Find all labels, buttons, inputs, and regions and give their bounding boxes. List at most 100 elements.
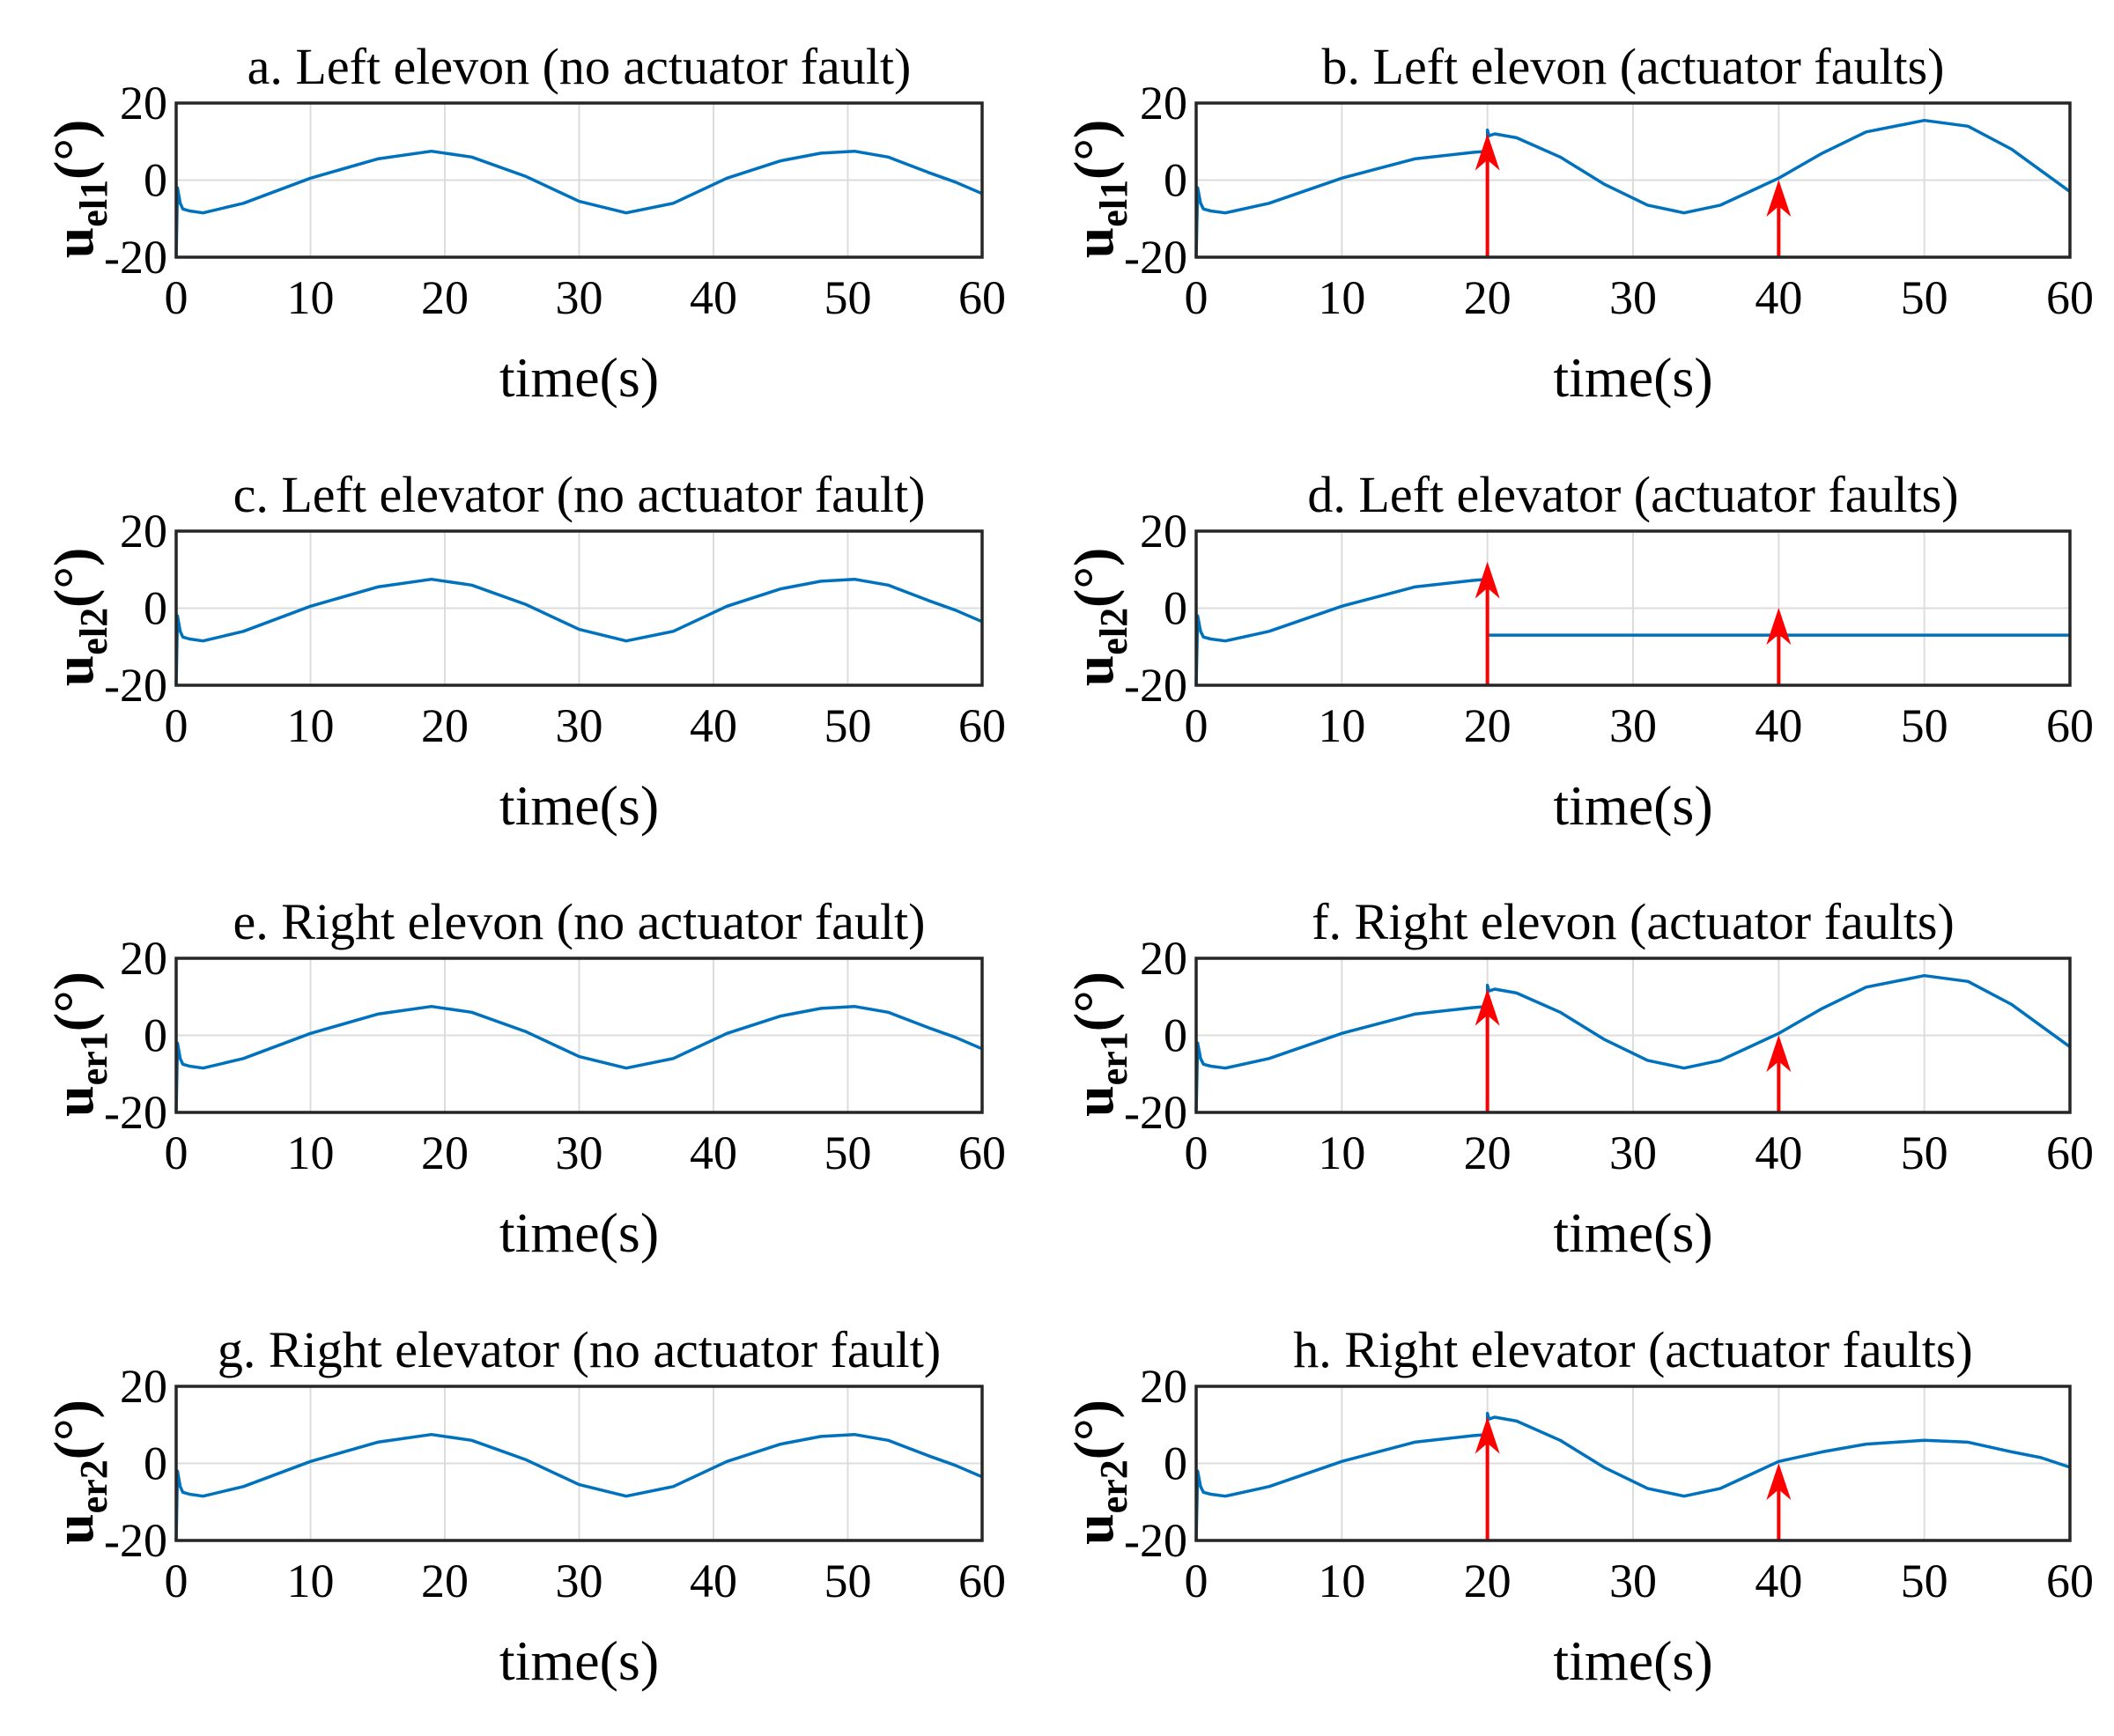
y-axis-label: uel2(°) — [42, 548, 115, 687]
series-line-u_er1 — [1194, 973, 2072, 1113]
x-tick-label: 40 — [690, 271, 737, 324]
x-tick-label: 40 — [690, 1127, 737, 1179]
axes-frame — [1194, 101, 2072, 259]
x-tick-label: 40 — [1755, 1555, 1802, 1607]
panel-title: b. Left elevon (actuator faults) — [1322, 38, 1945, 95]
y-tick-label: 0 — [144, 1437, 167, 1490]
axes-frame — [174, 101, 984, 259]
axes-frame — [174, 1385, 984, 1542]
x-tick-label: 50 — [824, 699, 872, 752]
x-tick-label: 30 — [556, 1555, 603, 1607]
x-tick-label: 30 — [556, 699, 603, 752]
x-tick-label: 20 — [1464, 1127, 1512, 1179]
x-tick-label: 20 — [421, 1555, 469, 1607]
x-axis-label: time(s) — [499, 1629, 659, 1692]
fault-arrow-head — [1475, 988, 1500, 1026]
fault-arrow — [1475, 988, 1500, 1112]
y-axis-label: uel1(°) — [42, 120, 115, 259]
x-tick-label: 20 — [421, 699, 469, 752]
y-tick-label: 0 — [1164, 1009, 1187, 1062]
y-tick-label: 20 — [120, 77, 167, 129]
x-tick-label: 10 — [287, 271, 335, 324]
x-tick-label: 10 — [287, 699, 335, 752]
x-tick-label: 10 — [1318, 271, 1365, 324]
fault-arrow-head — [1475, 133, 1500, 171]
series-line-u_el1 — [1194, 118, 2072, 258]
fault-arrow — [1766, 608, 1792, 685]
x-tick-label: 0 — [165, 1555, 188, 1607]
fault-arrow-head — [1475, 561, 1500, 599]
x-tick-label: 20 — [421, 1127, 469, 1179]
y-tick-label: -20 — [1124, 659, 1187, 712]
series-line-u_el2 — [174, 577, 983, 686]
fault-arrow-head — [1766, 608, 1792, 646]
x-tick-label: 50 — [1901, 271, 1948, 324]
x-tick-label: 50 — [824, 271, 872, 324]
x-tick-label: 50 — [1901, 1555, 1948, 1607]
series-line-u_er2 — [1194, 1411, 2071, 1541]
y-tick-label: 20 — [1140, 505, 1187, 558]
y-axis-label: uel2(°) — [1062, 548, 1135, 687]
x-tick-label: 50 — [824, 1555, 872, 1607]
y-tick-label: 20 — [1140, 932, 1187, 985]
x-tick-label: 10 — [287, 1127, 335, 1179]
x-tick-label: 50 — [1901, 699, 1948, 752]
x-tick-label: 0 — [165, 271, 188, 324]
x-axis-label: time(s) — [499, 1201, 659, 1264]
x-tick-label: 20 — [1464, 1555, 1512, 1607]
x-tick-label: 30 — [1609, 1555, 1657, 1607]
x-tick-label: 20 — [1464, 271, 1512, 324]
panel-title: d. Left elevator (actuator faults) — [1307, 466, 1958, 523]
y-tick-label: 20 — [120, 1360, 167, 1413]
x-tick-label: 10 — [1318, 699, 1365, 752]
y-tick-label: 20 — [120, 505, 167, 558]
panel-title: e. Right elevon (no actuator fault) — [233, 893, 926, 950]
series-line-u_er2 — [174, 1432, 983, 1541]
y-axis-label: uer2(°) — [1062, 1400, 1135, 1545]
y-tick-label: 0 — [1164, 154, 1187, 207]
y-tick-label: 0 — [144, 1009, 167, 1062]
panel-title: c. Left elevator (no actuator fault) — [233, 466, 926, 523]
x-tick-label: 60 — [958, 271, 1006, 324]
series-line-u_er1 — [174, 1004, 983, 1113]
y-tick-label: -20 — [1124, 1514, 1187, 1567]
y-tick-label: 20 — [120, 932, 167, 985]
y-tick-label: 0 — [144, 154, 167, 207]
x-tick-label: 0 — [165, 1127, 188, 1179]
x-tick-label: 50 — [824, 1127, 872, 1179]
fault-arrow — [1766, 1463, 1792, 1540]
y-tick-label: -20 — [1124, 231, 1187, 284]
y-tick-label: 0 — [1164, 1437, 1187, 1490]
x-tick-label: 40 — [690, 699, 737, 752]
x-tick-label: 20 — [1464, 699, 1512, 752]
x-tick-label: 30 — [556, 271, 603, 324]
x-axis-label: time(s) — [499, 346, 659, 409]
x-tick-label: 50 — [1901, 1127, 1948, 1179]
y-tick-label: 20 — [1140, 1360, 1187, 1413]
axes-frame — [1194, 529, 2072, 687]
x-axis-label: time(s) — [499, 774, 659, 837]
fault-arrow — [1475, 1416, 1500, 1540]
x-tick-label: 0 — [1185, 271, 1209, 324]
y-tick-label: -20 — [104, 1514, 167, 1567]
y-axis-label: uer1(°) — [1062, 971, 1135, 1117]
fault-arrow-head — [1766, 1035, 1792, 1073]
series-line-u_el1 — [174, 149, 983, 258]
x-axis-label: time(s) — [1553, 1629, 1712, 1692]
x-tick-label: 60 — [958, 699, 1006, 752]
x-tick-label: 40 — [1755, 699, 1802, 752]
panel-title: h. Right elevator (actuator faults) — [1293, 1321, 1972, 1378]
x-tick-label: 30 — [1609, 271, 1657, 324]
x-axis-label: time(s) — [1553, 346, 1712, 409]
y-tick-label: -20 — [1124, 1086, 1187, 1139]
x-tick-label: 20 — [421, 271, 469, 324]
axes-frame — [1194, 1385, 2072, 1542]
